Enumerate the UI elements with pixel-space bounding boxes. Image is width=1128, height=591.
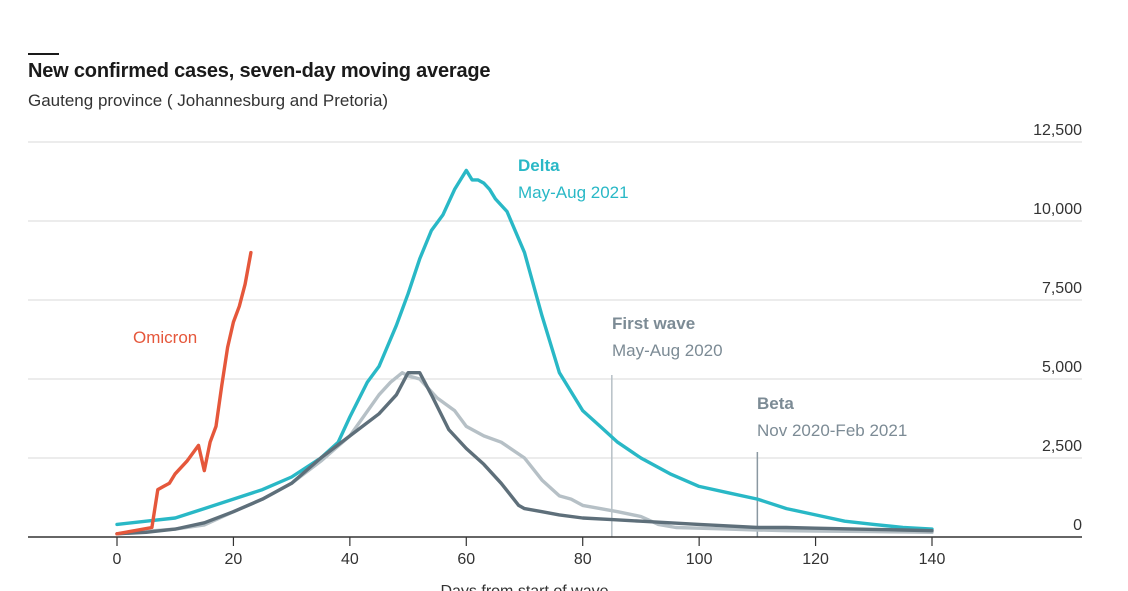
first-wave-label: First wave xyxy=(612,314,695,333)
chart-subtitle: Gauteng province ( Johannesburg and Pret… xyxy=(28,91,389,110)
series-lines xyxy=(115,168,934,536)
x-tick-label-80: 80 xyxy=(574,551,592,568)
x-axis-title: Days from start of wave xyxy=(440,583,608,591)
x-tick-label-20: 20 xyxy=(225,551,243,568)
y-tick-label-5000: 5,000 xyxy=(1042,359,1082,376)
x-tick-label-140: 140 xyxy=(919,551,946,568)
series-line-beta xyxy=(115,371,934,536)
omicron-label: Omicron xyxy=(133,328,197,347)
series-line-delta xyxy=(115,168,934,531)
series-line-omicron xyxy=(115,250,253,536)
x-tick-label-40: 40 xyxy=(341,551,359,568)
beta-period-label: Nov 2020-Feb 2021 xyxy=(757,421,907,440)
y-tick-label-12500: 12,500 xyxy=(1033,122,1082,139)
y-tick-label-10000: 10,000 xyxy=(1033,201,1082,218)
delta-label: Delta xyxy=(518,156,560,175)
series-annotations: Delta May-Aug 2021 First wave May-Aug 20… xyxy=(133,156,907,440)
y-tick-label-7500: 7,500 xyxy=(1042,280,1082,297)
chart-title: New confirmed cases, seven-day moving av… xyxy=(28,60,491,82)
title-rule xyxy=(28,53,59,55)
x-tick-label-120: 120 xyxy=(802,551,829,568)
x-tick-label-100: 100 xyxy=(686,551,713,568)
first-wave-period-label: May-Aug 2020 xyxy=(612,341,723,360)
y-tick-label-0: 0 xyxy=(1073,517,1082,534)
y-tick-label-2500: 2,500 xyxy=(1042,438,1082,455)
beta-label: Beta xyxy=(757,394,794,413)
x-axis xyxy=(28,536,1082,546)
x-axis-tick-labels: 0 20 40 60 80 100 120 140 xyxy=(113,551,946,568)
y-axis-tick-labels: 0 2,500 5,000 7,500 10,000 12,500 xyxy=(1033,122,1082,534)
delta-period-label: May-Aug 2021 xyxy=(518,183,629,202)
annotation-markers xyxy=(611,375,759,537)
x-tick-label-60: 60 xyxy=(457,551,475,568)
x-tick-label-0: 0 xyxy=(113,551,122,568)
gridlines xyxy=(28,141,1082,459)
